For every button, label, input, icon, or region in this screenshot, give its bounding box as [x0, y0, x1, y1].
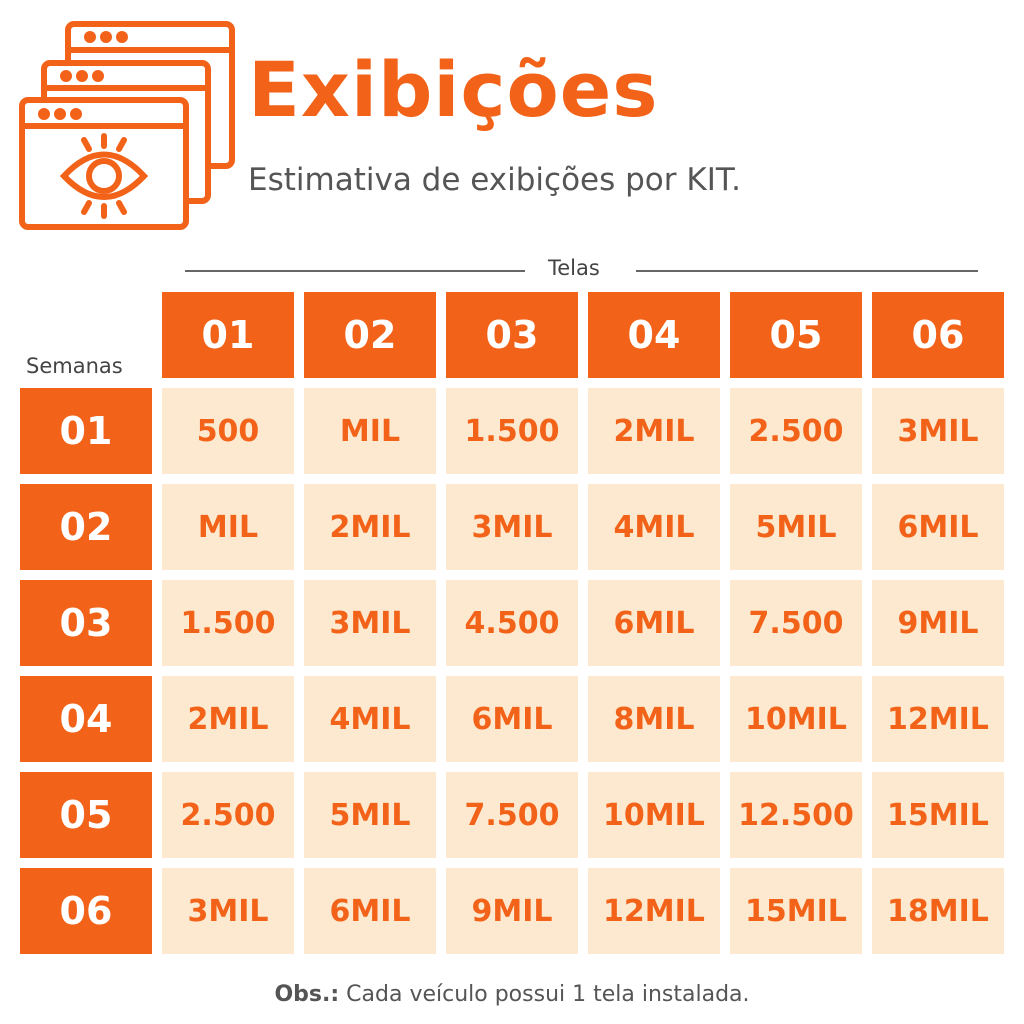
table-cell: 5MIL	[730, 484, 862, 570]
table-cell: 7.500	[730, 580, 862, 666]
table-cell: 1.500	[446, 388, 578, 474]
table-cell: 2.500	[730, 388, 862, 474]
table-cell: 4MIL	[304, 676, 436, 762]
column-header: 05	[730, 292, 862, 378]
column-header: 03	[446, 292, 578, 378]
table-cell: 8MIL	[588, 676, 720, 762]
table-cell: 4.500	[446, 580, 578, 666]
table-cell: 500	[162, 388, 294, 474]
column-header: 01	[162, 292, 294, 378]
table-cell: 6MIL	[304, 868, 436, 954]
table-cell: 5MIL	[304, 772, 436, 858]
table-cell: 9MIL	[872, 580, 1004, 666]
footer-label: Obs.:	[274, 982, 340, 1007]
table-cell: 2MIL	[304, 484, 436, 570]
footer-text: Cada veículo possui 1 tela instalada.	[339, 982, 750, 1007]
table-cell: 15MIL	[730, 868, 862, 954]
row-header: 02	[20, 484, 152, 570]
table-cell: 4MIL	[588, 484, 720, 570]
table-cell: 3MIL	[162, 868, 294, 954]
browser-windows-eye-icon	[19, 21, 235, 230]
table-cell: 1.500	[162, 580, 294, 666]
table-corner	[20, 292, 152, 378]
column-header: 02	[304, 292, 436, 378]
row-header: 03	[20, 580, 152, 666]
divider-right	[636, 270, 978, 272]
row-header: 06	[20, 868, 152, 954]
table-cell: 7.500	[446, 772, 578, 858]
table-cell: 12.500	[730, 772, 862, 858]
table-cell: 9MIL	[446, 868, 578, 954]
exhibitions-table: 01 02 03 04 05 06 01 500 MIL 1.500 2MIL 2.500 3MIL 02…	[20, 292, 1004, 954]
table-cell: 12MIL	[588, 868, 720, 954]
table-cell: 2MIL	[162, 676, 294, 762]
table-cell: 18MIL	[872, 868, 1004, 954]
table-cell: 3MIL	[304, 580, 436, 666]
page-title: Exibições	[248, 45, 659, 134]
table-cell: 6MIL	[872, 484, 1004, 570]
table-cell: 15MIL	[872, 772, 1004, 858]
table-cell: 6MIL	[446, 676, 578, 762]
row-header: 01	[20, 388, 152, 474]
table-cell: 2MIL	[588, 388, 720, 474]
table-cell: 3MIL	[872, 388, 1004, 474]
row-header: 04	[20, 676, 152, 762]
column-group-label: Telas	[548, 256, 600, 280]
table-cell: 2.500	[162, 772, 294, 858]
table-cell: 12MIL	[872, 676, 1004, 762]
table-cell: 6MIL	[588, 580, 720, 666]
column-header: 06	[872, 292, 1004, 378]
divider-left	[185, 270, 525, 272]
table-cell: MIL	[304, 388, 436, 474]
page-subtitle: Estimativa de exibições por KIT.	[248, 162, 741, 198]
table-cell: MIL	[162, 484, 294, 570]
table-cell: 10MIL	[588, 772, 720, 858]
table-cell: 10MIL	[730, 676, 862, 762]
column-header: 04	[588, 292, 720, 378]
row-group-label: Semanas	[26, 354, 123, 378]
row-header: 05	[20, 772, 152, 858]
footer-note: Obs.: Cada veículo possui 1 tela instala…	[0, 982, 1024, 1007]
table-cell: 3MIL	[446, 484, 578, 570]
